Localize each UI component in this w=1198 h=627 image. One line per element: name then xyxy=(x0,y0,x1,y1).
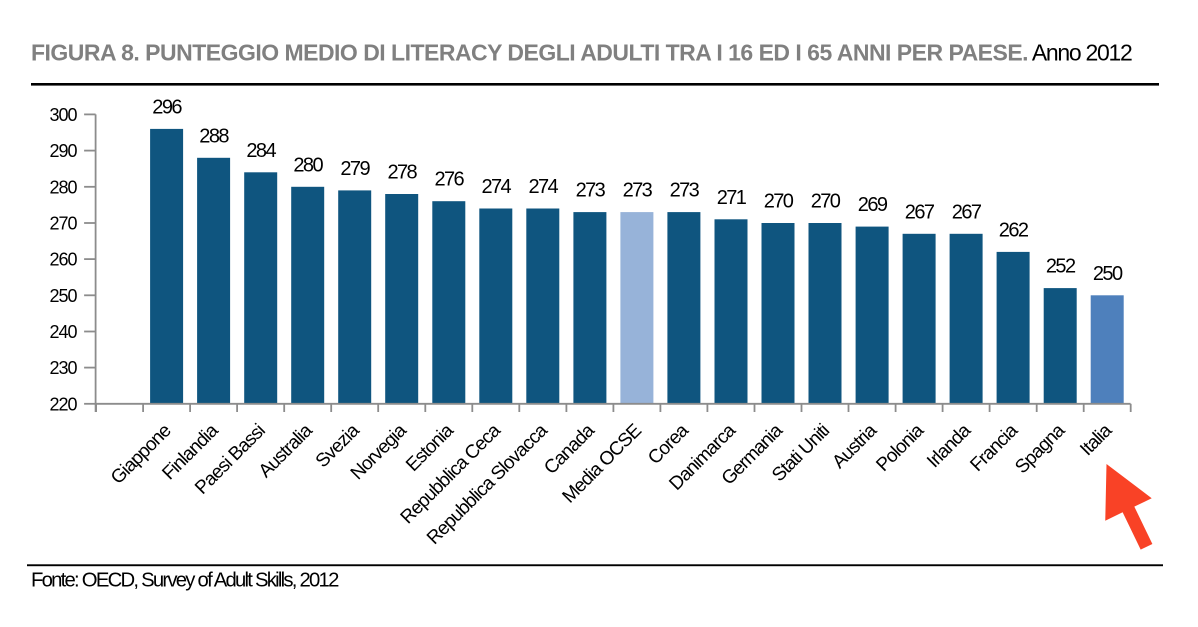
svg-text:270: 270 xyxy=(811,191,841,213)
svg-text:271: 271 xyxy=(717,187,747,209)
svg-text:230: 230 xyxy=(49,358,77,378)
svg-text:280: 280 xyxy=(49,177,77,197)
svg-text:220: 220 xyxy=(49,394,77,414)
svg-text:240: 240 xyxy=(49,322,77,342)
svg-text:288: 288 xyxy=(199,125,229,147)
svg-text:276: 276 xyxy=(435,169,465,191)
svg-text:FIGURA 8. PUNTEGGIO MEDIO DI L: FIGURA 8. PUNTEGGIO MEDIO DI LITERACY DE… xyxy=(31,40,1132,66)
svg-text:250: 250 xyxy=(49,286,77,306)
svg-text:278: 278 xyxy=(388,162,418,184)
svg-text:274: 274 xyxy=(482,176,512,198)
svg-text:267: 267 xyxy=(905,201,935,223)
svg-text:Fonte: OECD, Survey of Adult S: Fonte: OECD, Survey of Adult Skills, 201… xyxy=(31,569,339,591)
svg-text:267: 267 xyxy=(952,201,982,223)
svg-text:284: 284 xyxy=(246,140,276,162)
svg-text:270: 270 xyxy=(764,191,794,213)
svg-text:250: 250 xyxy=(1093,263,1123,285)
svg-text:270: 270 xyxy=(49,214,77,234)
svg-text:296: 296 xyxy=(152,96,182,118)
svg-text:274: 274 xyxy=(529,176,559,198)
svg-text:260: 260 xyxy=(49,250,77,270)
svg-text:290: 290 xyxy=(49,141,77,161)
svg-text:279: 279 xyxy=(340,158,370,180)
svg-text:269: 269 xyxy=(858,194,888,216)
svg-text:280: 280 xyxy=(293,154,323,176)
svg-text:273: 273 xyxy=(670,180,700,202)
svg-text:262: 262 xyxy=(999,219,1029,241)
svg-text:300: 300 xyxy=(49,105,77,125)
svg-text:273: 273 xyxy=(576,180,606,202)
svg-text:273: 273 xyxy=(623,180,653,202)
svg-text:252: 252 xyxy=(1046,256,1076,278)
